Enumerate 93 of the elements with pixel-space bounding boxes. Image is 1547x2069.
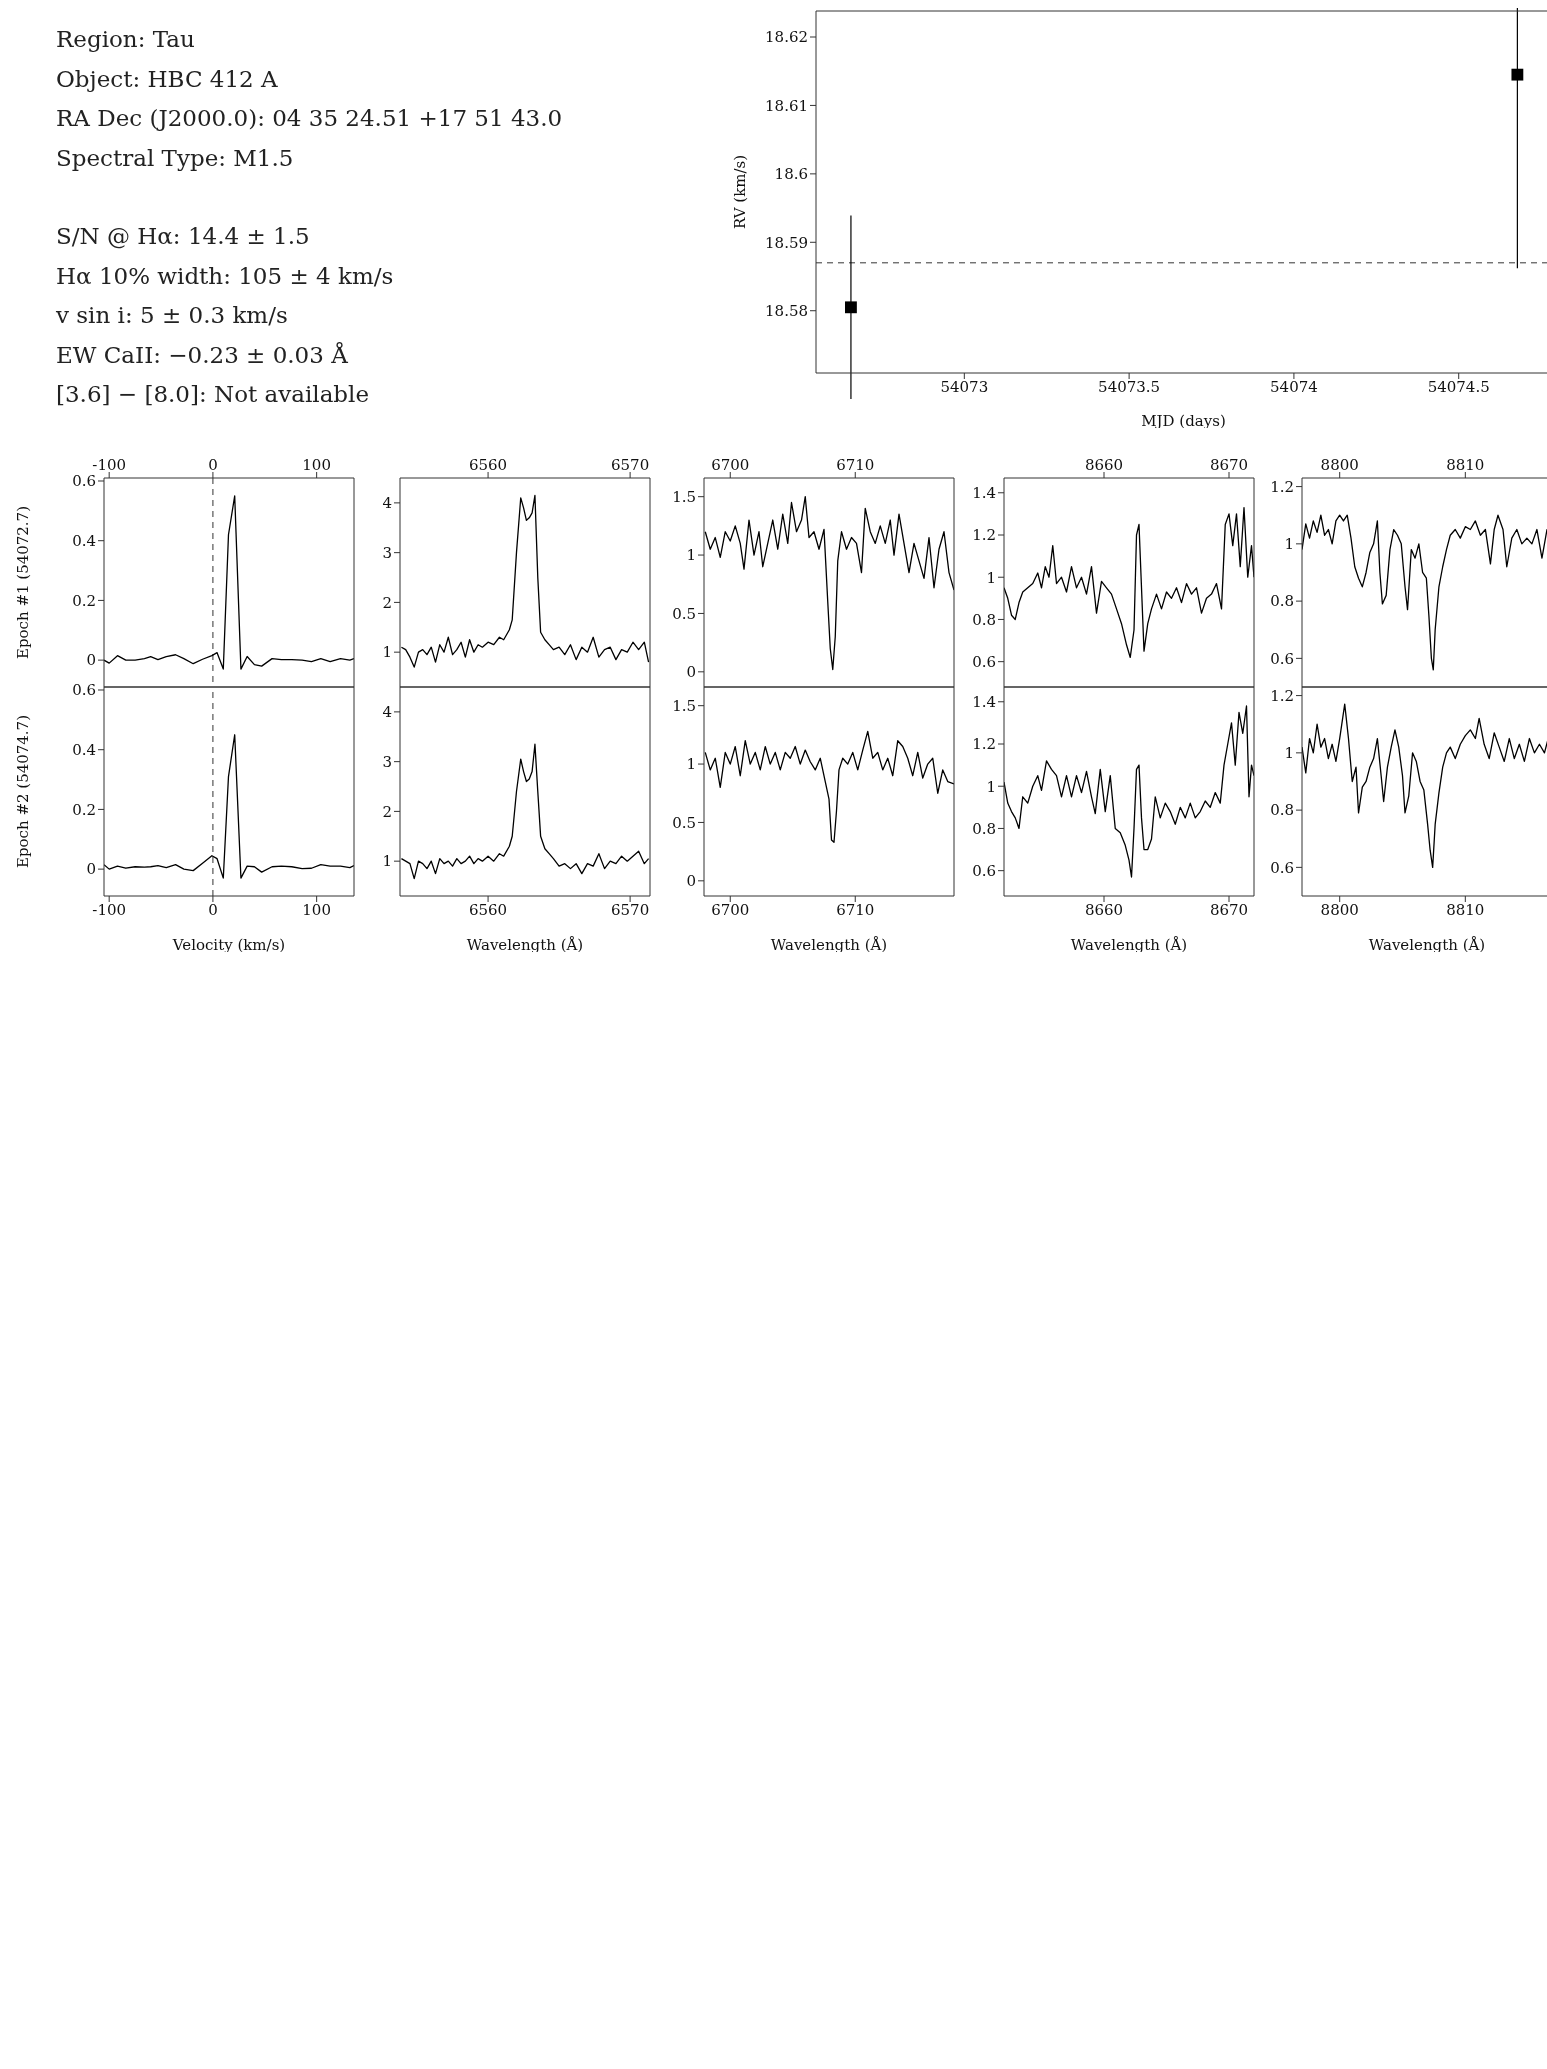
y-tick-label: 0.2: [72, 800, 96, 819]
y-tick-label: 4: [382, 494, 392, 513]
x-tick-label: 54073: [940, 377, 989, 396]
line-series: [704, 730, 954, 843]
text: Spectral Type: M1.5: [56, 143, 295, 173]
y-tick-label: 1: [686, 546, 696, 565]
line-series: [400, 494, 650, 668]
y-tick-label: 1: [382, 852, 392, 871]
y-tick-label: 1: [986, 568, 996, 587]
x-tick-label: 8810: [1446, 900, 1485, 919]
x-tick-label: 8800: [1320, 456, 1359, 474]
x-tick-label: 6560: [468, 900, 508, 919]
y-tick-label: 0.5: [672, 604, 696, 623]
text: Region: Tau: [56, 25, 196, 54]
text: [3.6] − [8.0]: Not available: [56, 380, 371, 409]
text: Object: HBC 412 A: [56, 64, 279, 94]
line-series: [104, 734, 354, 879]
x-tick-label: 100: [302, 456, 331, 474]
line-series: [1004, 705, 1254, 878]
text: S/N @ Hα: 14.4 ± 1.5: [56, 222, 311, 251]
x-tick-label: 0: [208, 900, 218, 919]
y-tick-label: 1: [686, 755, 696, 774]
y-tick-label: 0.6: [1270, 649, 1294, 668]
x-tick-label: 0: [208, 456, 218, 474]
line-series: [1004, 506, 1254, 659]
y-tick-label: 18.58: [765, 302, 808, 321]
y-tick-label: 0.2: [72, 591, 96, 610]
y-tick-label: 3: [382, 543, 392, 562]
y-tick-label: 1.2: [972, 526, 996, 545]
y-tick-label: 0.5: [672, 813, 696, 832]
x-tick-label: 54074: [1270, 377, 1318, 396]
y-tick-label: 18.59: [765, 233, 808, 252]
y-tick-label: 18.61: [765, 96, 808, 115]
y-tick-label: 1: [1284, 535, 1294, 554]
y-tick-label: 1.2: [1270, 686, 1294, 705]
y-tick-label: 0.6: [1270, 858, 1294, 877]
y-tick-label: 1.2: [1270, 477, 1294, 496]
x-tick-label: 8670: [1209, 900, 1249, 919]
x-tick-label: 6570: [611, 456, 650, 474]
y-tick-label: 0.8: [972, 819, 996, 838]
line-series: [104, 495, 354, 670]
y-tick-label: 18.62: [765, 28, 808, 47]
y-tick-label: 1.2: [972, 735, 996, 754]
y-axis-title: Epoch #2 (54074.7): [14, 714, 32, 869]
y-tick-label: 1: [1284, 744, 1294, 763]
line-series: [704, 496, 954, 671]
y-tick-label: 3: [382, 752, 392, 771]
y-tick-label: 0: [686, 663, 696, 682]
x-tick-label: 6700: [711, 456, 750, 474]
y-tick-label: 0.8: [1270, 801, 1294, 820]
y-tick-label: 2: [382, 593, 392, 612]
x-tick-label: 8810: [1446, 456, 1485, 474]
y-tick-label: 0.6: [72, 681, 96, 700]
x-tick-label: 54074.5: [1427, 377, 1490, 396]
y-tick-label: 4: [382, 703, 392, 722]
y-tick-label: 1.4: [972, 693, 996, 712]
y-tick-label: 1.5: [672, 697, 696, 716]
line-series: [400, 743, 650, 880]
y-tick-label: 0: [86, 651, 96, 670]
y-axis-title: RV (km/s): [731, 154, 749, 230]
y-tick-label: 1.5: [672, 488, 696, 507]
x-tick-label: 6710: [836, 456, 875, 474]
y-tick-label: 0.6: [972, 861, 996, 880]
y-tick-label: 1: [986, 777, 996, 796]
x-tick-label: -100: [92, 456, 127, 474]
y-tick-label: 0.4: [72, 741, 96, 760]
x-tick-label: 8670: [1209, 456, 1249, 474]
x-tick-label: 6700: [711, 900, 750, 919]
y-tick-label: 0: [86, 860, 96, 879]
x-tick-label: 100: [302, 900, 331, 919]
y-axis-title: Epoch #1 (54072.7): [14, 505, 32, 660]
x-tick-label: 8660: [1084, 900, 1124, 919]
x-tick-label: 6570: [611, 900, 650, 919]
x-tick-label: -100: [92, 900, 127, 919]
text: Hα 10% width: 105 ± 4 km/s: [56, 261, 395, 291]
x-tick-label: 8800: [1320, 900, 1359, 919]
y-tick-label: 0.8: [972, 610, 996, 629]
y-tick-label: 1: [382, 643, 392, 662]
x-tick-label: 54073.5: [1098, 377, 1161, 396]
x-tick-label: 6710: [836, 900, 875, 919]
y-tick-label: 18.6: [774, 165, 808, 184]
text: EW CaII: −0.23 ± 0.03 Å: [56, 340, 349, 370]
x-tick-label: 6560: [468, 456, 508, 474]
y-tick-label: 0: [686, 872, 696, 891]
y-tick-label: 2: [382, 802, 392, 821]
y-tick-label: 0.6: [72, 472, 96, 491]
y-tick-label: 0.6: [972, 652, 996, 671]
text: v sin i: 5 ± 0.3 km/s: [56, 301, 289, 330]
x-tick-label: 8660: [1084, 456, 1124, 474]
y-tick-label: 1.4: [972, 484, 996, 503]
y-tick-label: 0.4: [72, 532, 96, 551]
y-tick-label: 0.8: [1270, 592, 1294, 611]
text: RA Dec (J2000.0): 04 35 24.51 +17 51 43.0: [56, 104, 563, 133]
